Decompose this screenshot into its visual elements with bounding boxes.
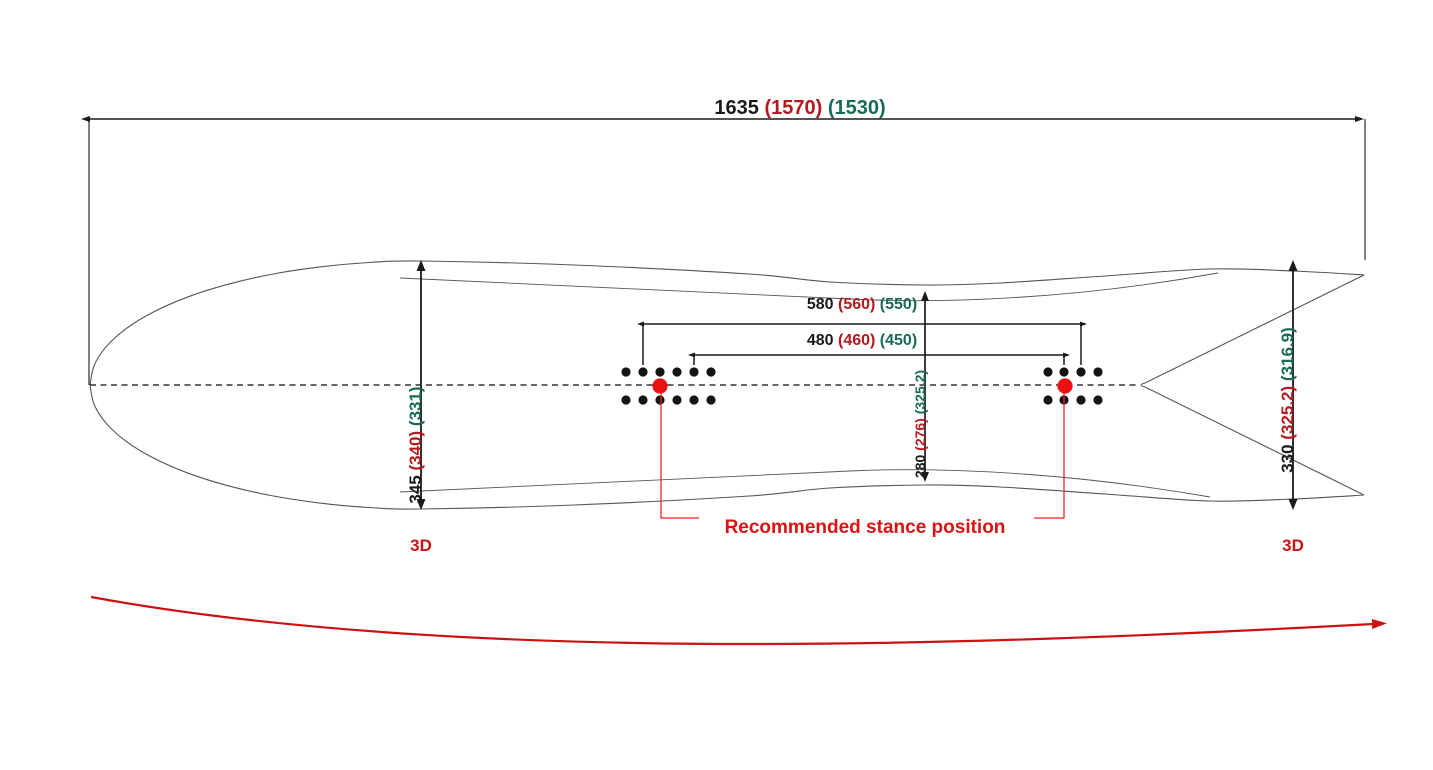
svg-text:3D: 3D bbox=[1282, 536, 1304, 555]
svg-text:Recommended stance position: Recommended stance position bbox=[725, 517, 1006, 538]
svg-text:3D: 3D bbox=[410, 536, 432, 555]
svg-text:330 (325.2) (316.9): 330 (325.2) (316.9) bbox=[1278, 327, 1297, 473]
svg-text:280 (276) (325.2): 280 (276) (325.2) bbox=[912, 370, 928, 478]
svg-text:345 (340) (331): 345 (340) (331) bbox=[406, 386, 425, 503]
svg-text:480 (460) (450): 480 (460) (450) bbox=[807, 332, 917, 349]
svg-text:1635 (1570) (1530): 1635 (1570) (1530) bbox=[714, 97, 885, 119]
svg-text:580 (560) (550): 580 (560) (550) bbox=[807, 296, 917, 313]
